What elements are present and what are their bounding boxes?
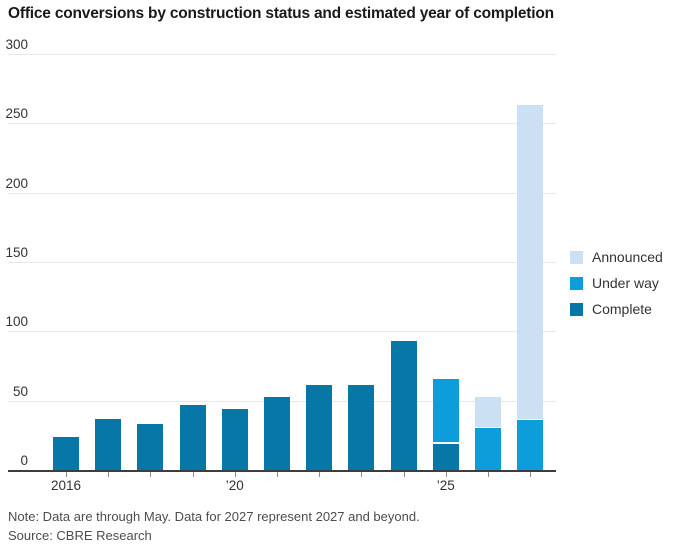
x-tick <box>192 472 194 477</box>
x-tick-label: 2016 <box>50 478 82 493</box>
bar-segment-complete <box>221 409 248 470</box>
bar-segment-complete <box>306 385 333 470</box>
x-tick <box>530 472 532 477</box>
bar-segment-complete <box>95 418 122 470</box>
chart-title: Office conversions by construction statu… <box>8 5 554 22</box>
bar-segment-announced <box>517 105 544 421</box>
bar-segment-complete <box>53 436 79 470</box>
x-tick <box>150 472 152 477</box>
segment-separator <box>517 418 544 421</box>
chart-note: Note: Data are through May. Data for 202… <box>8 509 420 524</box>
y-tick-label: 200 <box>5 175 28 191</box>
y-tick-label: 150 <box>5 245 28 260</box>
x-tick <box>108 472 110 477</box>
legend-item-complete: Complete <box>570 296 663 322</box>
x-axis-line <box>8 470 556 472</box>
legend-swatch-icon <box>570 302 583 316</box>
gridline <box>8 192 556 194</box>
x-tick <box>319 472 321 477</box>
x-tick <box>403 472 405 477</box>
x-tick-label: ’20 <box>225 478 244 493</box>
legend-label: Complete <box>592 301 652 317</box>
bar-segment-announced <box>475 396 501 429</box>
bar-segment-complete <box>390 341 417 470</box>
x-tick <box>277 472 278 477</box>
legend-swatch-icon <box>570 250 583 264</box>
y-tick-label: 0 <box>20 453 28 468</box>
segment-separator <box>475 426 501 429</box>
legend: Announced Under way Complete <box>570 244 663 322</box>
bar-segment-complete <box>348 385 375 470</box>
segment-separator <box>432 442 459 444</box>
x-tick <box>361 472 363 477</box>
legend-label: Under way <box>592 275 659 291</box>
y-tick-label: 300 <box>5 37 28 53</box>
y-tick-label: 100 <box>5 314 28 330</box>
bar-segment-under-way <box>517 420 544 470</box>
gridline <box>8 262 556 263</box>
legend-label: Announced <box>592 249 663 265</box>
gridline <box>8 331 556 333</box>
x-tick <box>445 472 447 477</box>
bar-segment-complete <box>179 404 206 470</box>
x-tick-label: ’25 <box>436 478 455 493</box>
legend-item-under-way: Under way <box>570 270 663 296</box>
legend-swatch-icon <box>570 276 583 290</box>
bar-segment-under-way <box>475 428 501 470</box>
x-tick <box>234 472 236 477</box>
x-tick <box>488 472 489 477</box>
bar-segment-under-way <box>432 378 459 444</box>
x-tick <box>66 472 67 477</box>
gridline <box>8 54 556 56</box>
gridline <box>8 123 556 125</box>
bar-segment-complete <box>264 396 290 470</box>
y-tick-label: 50 <box>12 383 28 399</box>
bar-segment-complete <box>432 443 459 470</box>
legend-item-announced: Announced <box>570 244 663 270</box>
chart-source: Source: CBRE Research <box>8 528 152 543</box>
y-tick-label: 250 <box>5 106 28 122</box>
bar-segment-complete <box>137 424 164 470</box>
